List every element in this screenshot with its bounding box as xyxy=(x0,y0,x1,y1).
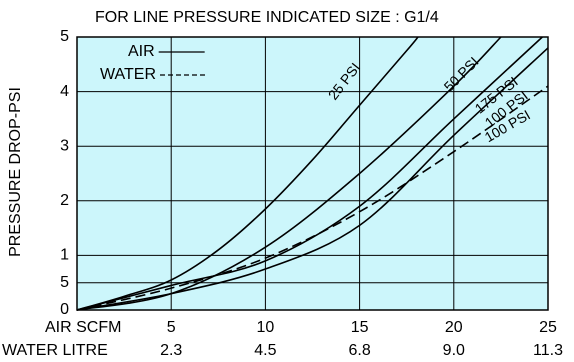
plot-background xyxy=(76,36,549,311)
x-tick-label: 20 xyxy=(445,319,463,336)
series-line xyxy=(76,47,549,311)
legend-label: WATER xyxy=(100,66,156,83)
x-tick-label: 25 xyxy=(539,319,557,336)
series-line xyxy=(76,36,419,311)
x-tick-label: 5 xyxy=(167,319,176,336)
x2-axis-label: WATER LITRE xyxy=(2,342,108,359)
y-tick-label: 3 xyxy=(60,137,69,154)
series-line xyxy=(76,85,549,311)
y-tick-label: 2 xyxy=(60,192,69,209)
y-tick-label: 5 xyxy=(60,274,69,291)
x2-tick-label: 2.3 xyxy=(160,342,182,359)
x2-tick-label: 9.0 xyxy=(443,342,465,359)
y-axis-label: PRESSURE DROP-PSI xyxy=(7,87,24,257)
y-tick-label: 5 xyxy=(60,28,69,45)
chart-title: FOR LINE PRESSURE INDICATED SIZE : G1/4 xyxy=(95,9,439,26)
x2-tick-label: 4.5 xyxy=(254,342,276,359)
x-axis-label: AIR SCFM xyxy=(45,319,121,336)
y-tick-label: 1 xyxy=(60,247,69,264)
x-tick-label: 10 xyxy=(257,319,275,336)
x2-tick-label: 6.8 xyxy=(348,342,370,359)
x-tick-label: 15 xyxy=(351,319,369,336)
legend-label: AIR xyxy=(128,43,155,60)
y-tick-label: 4 xyxy=(60,83,69,100)
y-tick-label: 0 xyxy=(60,301,69,318)
x2-tick-label: 11.3 xyxy=(533,342,563,359)
